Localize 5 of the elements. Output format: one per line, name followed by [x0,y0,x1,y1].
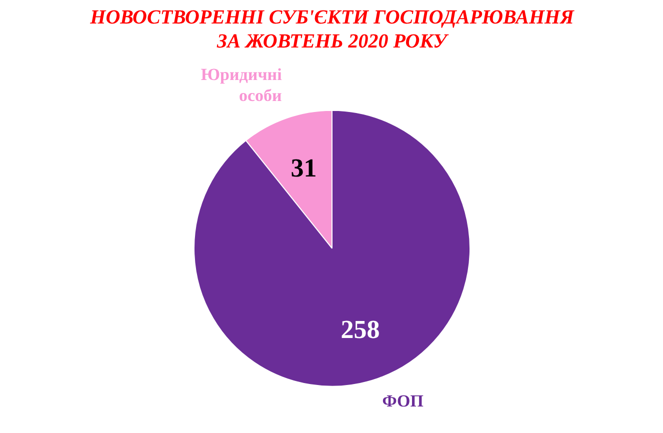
data-label: 31 [290,154,317,183]
slice-label: ФОП [382,392,424,411]
data-label: 258 [340,315,380,344]
slice-label: Юридичні особи [200,65,282,106]
chart-title: НОВОСТВОРЕННІ СУБ'ЄКТИ ГОСПОДАРЮВАННЯ ЗА ЖОВТЕНЬ 2020 РОКУ [89,6,576,53]
